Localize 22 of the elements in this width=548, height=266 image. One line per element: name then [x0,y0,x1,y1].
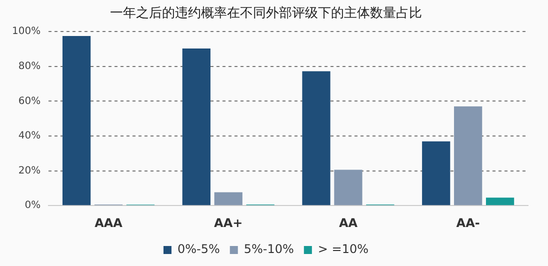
y-tick-label: 40% [18,130,41,142]
x-tick-label: AA- [456,216,480,230]
legend-label: > =10% [318,242,369,256]
bar [182,48,210,206]
bar [302,71,330,206]
y-tick-label: 80% [18,60,41,72]
y-tick-label: 20% [18,165,41,176]
x-tick-label: AAA [94,216,124,230]
bar [62,36,91,206]
bar [334,170,362,206]
x-tick-label: AA [338,216,358,230]
bar [454,106,482,206]
y-tick-label: 100% [12,26,41,38]
bar [486,198,514,206]
legend-label: 5%-10% [244,242,294,256]
legend-label: 0%-5% [177,242,220,256]
y-tick-label: 60% [18,96,41,107]
bar [214,192,242,206]
x-tick-label: AA+ [214,216,243,230]
y-tick-label: 0% [24,200,41,212]
chart-title: 一年之后的违约概率在不同外部评级下的主体数量占比 [110,5,422,22]
bar [422,141,450,206]
